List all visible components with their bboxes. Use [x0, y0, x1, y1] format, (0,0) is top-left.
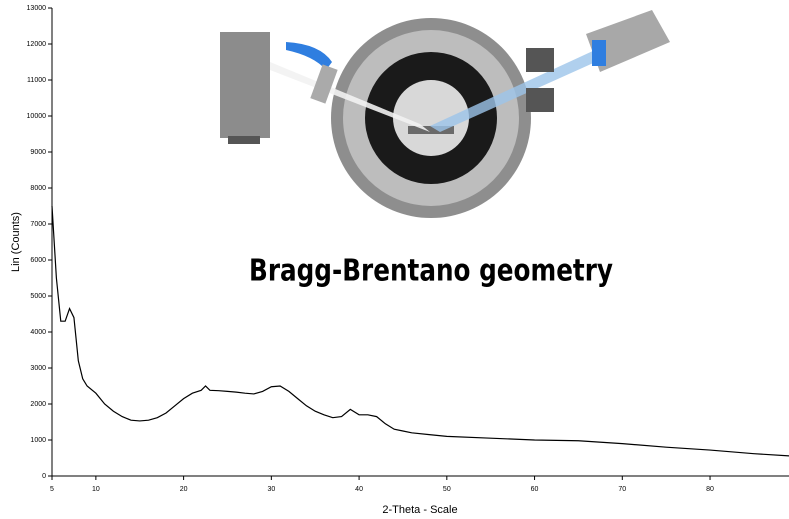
y-tick-label: 5000 [30, 293, 46, 300]
y-axis-label: Lin (Counts) [10, 212, 22, 272]
y-tick-label: 13000 [27, 5, 47, 12]
y-tick-label: 12000 [27, 41, 47, 48]
y-tick-label: 8000 [30, 185, 46, 192]
annotation: Bragg-Brentano geometry [249, 254, 613, 289]
y-tick-label: 11000 [27, 77, 46, 84]
x-tick-label: 5 [50, 486, 54, 493]
x-tick-label: 20 [180, 486, 188, 493]
x-tick-label: 50 [443, 486, 451, 493]
x-axis-label: 2-Theta - Scale [382, 504, 457, 516]
y-tick-label: 7000 [30, 221, 46, 228]
y-tick-label: 4000 [30, 329, 46, 336]
x-tick-label: 80 [706, 486, 714, 493]
y-tick-label: 0 [42, 473, 46, 480]
y-tick-label: 3000 [30, 365, 46, 372]
goniometer-illustration [220, 10, 670, 218]
x-tick-label: 70 [618, 486, 626, 493]
x-tick-label: 10 [92, 486, 100, 493]
y-tick-label: 10000 [27, 113, 47, 120]
y-tick-label: 1000 [30, 437, 46, 444]
x-tick-label: 60 [531, 486, 539, 493]
x-tick-label: 30 [267, 486, 275, 493]
chart: Bragg-Brentano geometry 2-Theta - Scale … [0, 0, 789, 519]
y-tick-label: 6000 [30, 257, 46, 264]
y-tick-label: 9000 [30, 149, 46, 156]
x-tick-label: 40 [355, 486, 363, 493]
data-line [52, 206, 789, 456]
y-tick-label: 2000 [30, 401, 46, 408]
